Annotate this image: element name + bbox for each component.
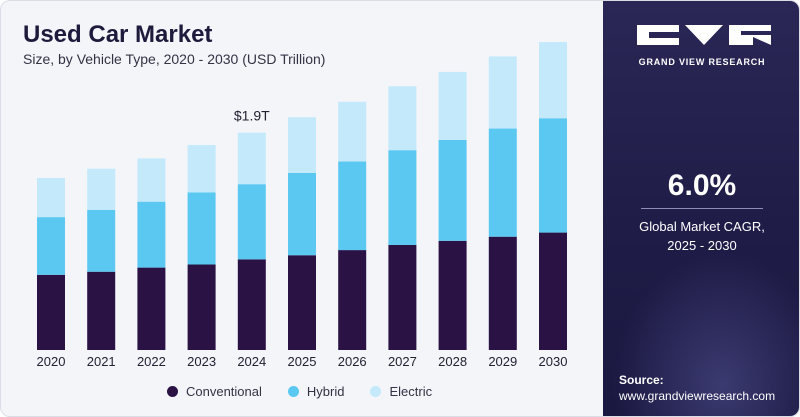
legend-swatch-conventional [167,385,178,397]
bar-hybrid-2029 [488,128,517,237]
source-label: Source: [619,373,664,387]
x-tick-label-2020: 2020 [37,354,66,369]
source-link[interactable]: www.grandviewresearch.com [619,389,776,403]
legend-label-hybrid: Hybrid [306,383,345,399]
legend-swatch-electric [370,385,382,397]
bar-conventional-2025 [288,255,316,350]
bar-electric-2020 [37,177,65,218]
bar-electric-2023 [187,145,216,193]
bar-electric-2029 [488,56,517,129]
bar-hybrid-2030 [539,118,567,233]
bar-hybrid-2024 [237,184,266,260]
bar-electric-2025 [288,117,316,173]
chart-title: Used Car Market [23,21,213,48]
annotation-2024: $1.9T [234,108,270,124]
x-tick-label-2022: 2022 [137,354,166,369]
bar-conventional-2030 [539,232,567,350]
bar-conventional-2021 [87,271,116,350]
bar-hybrid-2026 [338,161,367,251]
bar-electric-2028 [438,71,467,140]
cagr-label: Global Market CAGR, 2025 - 2030 [603,217,799,255]
chart-subtitle: Size, by Vehicle Type, 2020 - 2030 (USD … [23,51,326,67]
legend-swatch-hybrid [287,385,299,397]
x-tick-label-2027: 2027 [388,354,417,369]
x-tick-label-2028: 2028 [438,354,467,369]
legend-item-electric: Electric [370,384,432,399]
chart-legend: Conventional Hybrid Electric [167,381,432,401]
bar-electric-2027 [388,86,417,151]
x-tick-label-2026: 2026 [338,354,367,369]
bar-conventional-2024 [237,259,266,350]
x-tick-label-2024: 2024 [237,354,266,369]
bar-conventional-2028 [438,240,467,350]
bar-electric-2026 [338,101,367,162]
bar-electric-2021 [87,168,116,210]
bar-hybrid-2022 [137,201,166,268]
bar-hybrid-2021 [87,209,116,272]
cagr-divider [641,208,763,209]
cagr-label-line1: Global Market CAGR, [639,219,765,234]
bar-hybrid-2023 [187,192,216,265]
cagr-label-line2: 2025 - 2030 [667,238,737,253]
legend-item-conventional: Conventional [167,384,262,399]
bar-hybrid-2020 [37,217,65,275]
summary-sidebar: GRAND VIEW RESEARCH 6.0% Global Market C… [603,1,799,416]
bar-conventional-2022 [137,267,166,350]
bar-conventional-2027 [388,244,417,350]
x-tick-label-2029: 2029 [488,354,517,369]
x-tick-label-2021: 2021 [87,354,116,369]
bar-conventional-2026 [338,250,367,350]
bar-hybrid-2028 [438,139,467,241]
legend-label-electric: Electric [389,383,433,399]
x-tick-label-2025: 2025 [288,354,317,369]
legend-label-conventional: Conventional [186,383,262,399]
bar-conventional-2029 [488,236,517,350]
stacked-bar-chart: 2020 2021 2022 2023 2024 $1.9T 2025 2026 2027 202… [37,42,568,369]
grand-view-research-logo [637,25,771,45]
bar-electric-2030 [539,42,567,119]
cagr-value: 6.0% [667,169,737,202]
brand-name: GRAND VIEW RESEARCH [638,57,766,67]
bar-electric-2024 [237,132,266,185]
bar-hybrid-2027 [388,150,417,245]
sidebar-glow [603,241,799,416]
bar-conventional-2020 [37,274,65,350]
x-tick-label-2030: 2030 [539,354,568,369]
bar-hybrid-2025 [288,172,316,256]
bar-conventional-2023 [187,264,216,350]
bar-electric-2022 [137,158,166,202]
x-tick-label-2023: 2023 [187,354,216,369]
legend-item-hybrid: Hybrid [287,383,345,399]
chart-panel: Used Car Market Size, by Vehicle Type, 2… [1,1,603,416]
